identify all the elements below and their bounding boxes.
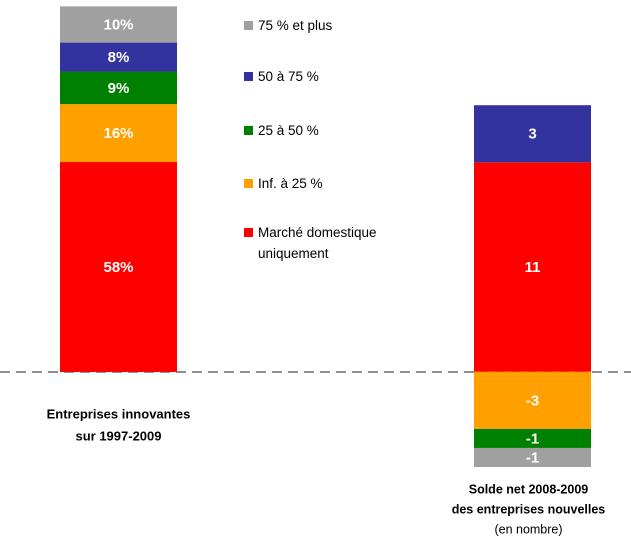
legend-entry: 50 à 75 %: [244, 66, 424, 87]
value-label: -1: [526, 449, 539, 466]
legend-entry: Marché domestique uniquement: [244, 222, 424, 264]
legend-swatch: [244, 126, 253, 135]
category-label: Entreprises innovantes: [47, 406, 191, 421]
legend-swatch: [244, 179, 253, 188]
value-label: 11: [525, 259, 541, 276]
legend-swatch: [244, 21, 253, 30]
legend-label: 75 % et plus: [258, 18, 333, 33]
legend-entry: 25 à 50 %: [244, 120, 424, 141]
bar-segment: [60, 42, 177, 72]
bar-segment: [474, 428, 591, 448]
bar-segment: [60, 6, 177, 43]
bar-segment: [60, 162, 177, 372]
category-label: des entreprises nouvelles: [452, 502, 606, 516]
legend-label: Inf. à 25 %: [258, 176, 323, 191]
legend-swatch: [244, 228, 253, 237]
bar-segment: [474, 371, 591, 429]
value-label: -3: [526, 392, 539, 409]
bar-segment: [474, 447, 591, 467]
value-label: 3: [528, 126, 536, 143]
value-label: 9%: [108, 80, 130, 97]
bar-segment: [60, 71, 177, 105]
value-label: -1: [526, 430, 539, 447]
category-note: (en nombre): [494, 522, 562, 536]
legend-entry: 75 % et plus: [244, 15, 424, 36]
category-label: Solde net 2008-2009: [469, 482, 589, 496]
legend-label: 50 à 75 %: [258, 69, 319, 84]
legend-entry: Inf. à 25 %: [244, 173, 424, 194]
value-label: 8%: [108, 49, 130, 66]
value-label: 16%: [103, 125, 133, 142]
bar-segment: [60, 104, 177, 163]
legend-label: Marché domestique uniquement: [258, 225, 377, 261]
category-label: sur 1997-2009: [75, 428, 161, 443]
legend-label: 25 à 50 %: [258, 123, 319, 138]
value-label: 58%: [103, 259, 133, 276]
bar-segment: [474, 162, 591, 372]
value-label: 10%: [103, 16, 133, 33]
bar-segment: [474, 105, 591, 163]
legend-swatch: [244, 72, 253, 81]
